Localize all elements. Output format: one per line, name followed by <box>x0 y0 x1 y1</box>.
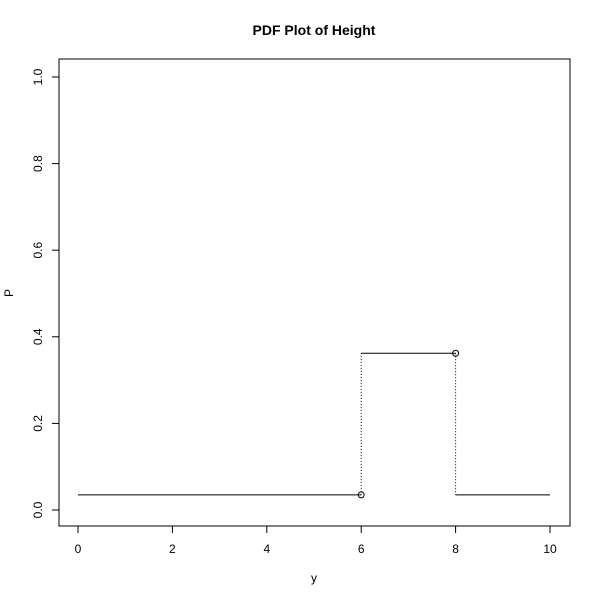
jump-point-marker-2 <box>452 349 460 357</box>
x-tick-label: 0 <box>75 542 82 556</box>
y-axis-label: P <box>2 289 16 297</box>
pdf-series <box>78 352 550 496</box>
x-axis: 0 2 4 6 8 10 <box>75 525 557 556</box>
x-tick-label: 2 <box>169 542 176 556</box>
chart-title: PDF Plot of Height <box>253 22 376 38</box>
y-axis: 0.0 0.2 0.4 0.6 0.8 1.0 <box>31 68 60 518</box>
y-tick-label: 1.0 <box>31 68 45 85</box>
y-tick-label: 0.0 <box>31 501 45 518</box>
jump-point-marker-1 <box>357 491 365 499</box>
y-tick-label: 0.4 <box>31 328 45 345</box>
x-tick-label: 6 <box>358 542 365 556</box>
x-tick-label: 4 <box>263 542 270 556</box>
x-tick-label: 8 <box>452 542 459 556</box>
jump-markers <box>357 349 460 499</box>
y-tick-label: 0.2 <box>31 415 45 432</box>
x-axis-label: y <box>311 571 317 585</box>
y-tick-label: 0.6 <box>31 242 45 259</box>
y-tick-label: 0.8 <box>31 155 45 172</box>
x-tick-label: 10 <box>543 542 557 556</box>
